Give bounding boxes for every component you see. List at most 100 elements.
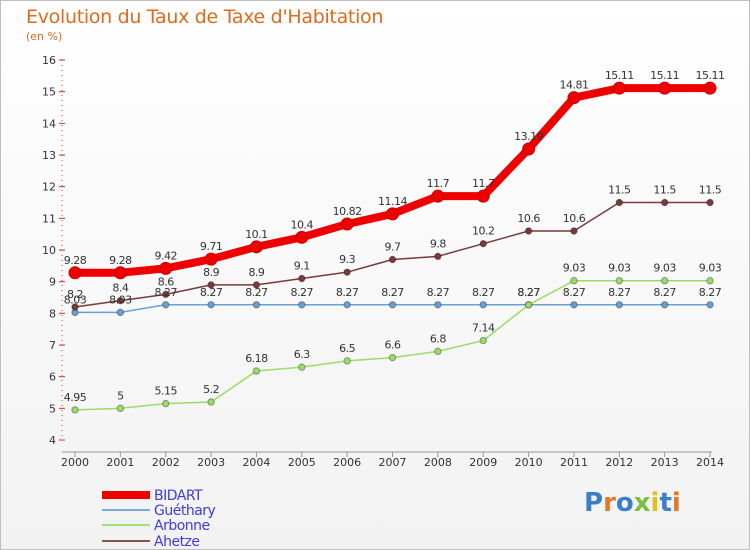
x-tick-label: 2014 bbox=[696, 456, 724, 469]
data-point bbox=[116, 296, 125, 305]
y-tick-label: 14 bbox=[42, 117, 56, 130]
data-label: 8.27 bbox=[427, 286, 450, 299]
data-point bbox=[615, 301, 624, 309]
data-label: 9.8 bbox=[430, 237, 446, 250]
data-point bbox=[660, 198, 669, 207]
data-label: 8.27 bbox=[381, 286, 404, 299]
data-label: 10.6 bbox=[563, 212, 586, 225]
data-point bbox=[116, 308, 125, 317]
data-label: 11.7 bbox=[427, 177, 450, 190]
data-label: 8.27 bbox=[653, 286, 676, 299]
legend-label: BIDART bbox=[154, 488, 203, 504]
data-point bbox=[706, 198, 714, 207]
y-tick-label: 16 bbox=[42, 54, 56, 67]
data-label: 9.7 bbox=[385, 241, 401, 254]
data-label: 14.81 bbox=[559, 79, 588, 92]
data-label: 8.27 bbox=[563, 286, 586, 299]
data-point bbox=[570, 277, 578, 285]
legend-label: Guéthary bbox=[154, 503, 216, 519]
y-tick-label: 12 bbox=[42, 181, 56, 194]
data-point bbox=[71, 303, 79, 311]
data-label: 5.2 bbox=[203, 383, 219, 396]
logo-letter: r bbox=[603, 488, 616, 518]
data-label: 9.42 bbox=[154, 249, 177, 262]
data-label: 9.03 bbox=[608, 262, 631, 275]
logo-letter: i bbox=[671, 488, 681, 518]
proxiti-logo: Proxiti bbox=[584, 488, 681, 518]
logo-letter: i bbox=[650, 488, 660, 518]
x-tick-label: 2004 bbox=[242, 456, 270, 469]
data-label: 8.27 bbox=[517, 286, 540, 299]
logo-letter: t bbox=[659, 488, 672, 518]
data-point bbox=[479, 239, 487, 248]
data-label: 8.6 bbox=[158, 275, 174, 288]
data-point bbox=[159, 261, 173, 275]
data-point bbox=[658, 81, 672, 95]
data-label: 11.5 bbox=[608, 184, 631, 197]
data-point bbox=[298, 363, 306, 371]
data-point bbox=[703, 81, 717, 95]
x-tick-label: 2012 bbox=[605, 456, 633, 469]
y-tick-label: 8 bbox=[49, 307, 56, 320]
logo-letter: x bbox=[633, 488, 651, 518]
data-label: 8.27 bbox=[154, 286, 177, 299]
data-point bbox=[388, 255, 397, 264]
y-tick-label: 7 bbox=[49, 339, 56, 352]
data-label: 6.8 bbox=[430, 332, 446, 345]
data-point bbox=[343, 357, 351, 365]
data-label: 10.6 bbox=[517, 212, 540, 225]
x-tick-label: 2011 bbox=[560, 456, 588, 469]
data-label: 10.1 bbox=[245, 228, 268, 241]
data-point bbox=[162, 301, 170, 309]
data-point bbox=[343, 301, 351, 309]
data-label: 6.3 bbox=[294, 348, 310, 361]
data-point bbox=[298, 274, 306, 283]
data-point bbox=[660, 301, 669, 309]
data-point bbox=[570, 301, 578, 309]
data-label: 8.03 bbox=[64, 293, 87, 306]
data-label: 8.27 bbox=[517, 286, 540, 299]
data-point bbox=[162, 399, 170, 408]
x-tick-label: 2001 bbox=[106, 456, 134, 469]
data-point bbox=[476, 189, 490, 203]
data-point bbox=[207, 301, 215, 309]
data-label: 11.7 bbox=[472, 177, 495, 190]
y-tick-label: 15 bbox=[42, 86, 56, 99]
x-tick-label: 2002 bbox=[152, 456, 180, 469]
data-label: 8.27 bbox=[699, 286, 722, 299]
data-label: 4.95 bbox=[64, 391, 87, 404]
data-point bbox=[524, 301, 533, 309]
legend-label: Ahetze bbox=[154, 534, 200, 550]
data-label: 9.28 bbox=[109, 254, 132, 267]
data-label: 8.27 bbox=[608, 286, 631, 299]
data-label: 8.9 bbox=[248, 266, 264, 279]
data-label: 7.14 bbox=[472, 322, 495, 335]
y-tick-label: 6 bbox=[49, 371, 56, 384]
data-label: 15.11 bbox=[605, 69, 634, 82]
data-point bbox=[298, 301, 306, 309]
data-point bbox=[388, 353, 397, 362]
data-label: 10.82 bbox=[333, 205, 362, 218]
x-tick-label: 2006 bbox=[333, 456, 361, 469]
data-point bbox=[340, 217, 354, 231]
data-point bbox=[207, 281, 215, 289]
data-label: 13.19 bbox=[514, 130, 543, 143]
data-label: 9.03 bbox=[699, 262, 722, 275]
data-label: 15.11 bbox=[696, 69, 725, 82]
data-point bbox=[434, 252, 442, 261]
data-label: 9.1 bbox=[294, 260, 310, 273]
y-tick-label: 10 bbox=[42, 244, 56, 257]
chart-subtitle: (en %) bbox=[26, 30, 63, 43]
data-label: 8.03 bbox=[109, 293, 132, 306]
data-label: 8.4 bbox=[112, 282, 128, 295]
data-label: 9.03 bbox=[563, 262, 586, 275]
data-label: 6.5 bbox=[339, 342, 355, 355]
logo-letter: P bbox=[584, 488, 604, 518]
data-label: 8.27 bbox=[472, 286, 495, 299]
data-label: 8.2 bbox=[67, 288, 83, 301]
data-label: 9.3 bbox=[339, 253, 355, 266]
data-point bbox=[612, 81, 626, 95]
data-point bbox=[434, 301, 442, 309]
data-point bbox=[706, 301, 714, 309]
